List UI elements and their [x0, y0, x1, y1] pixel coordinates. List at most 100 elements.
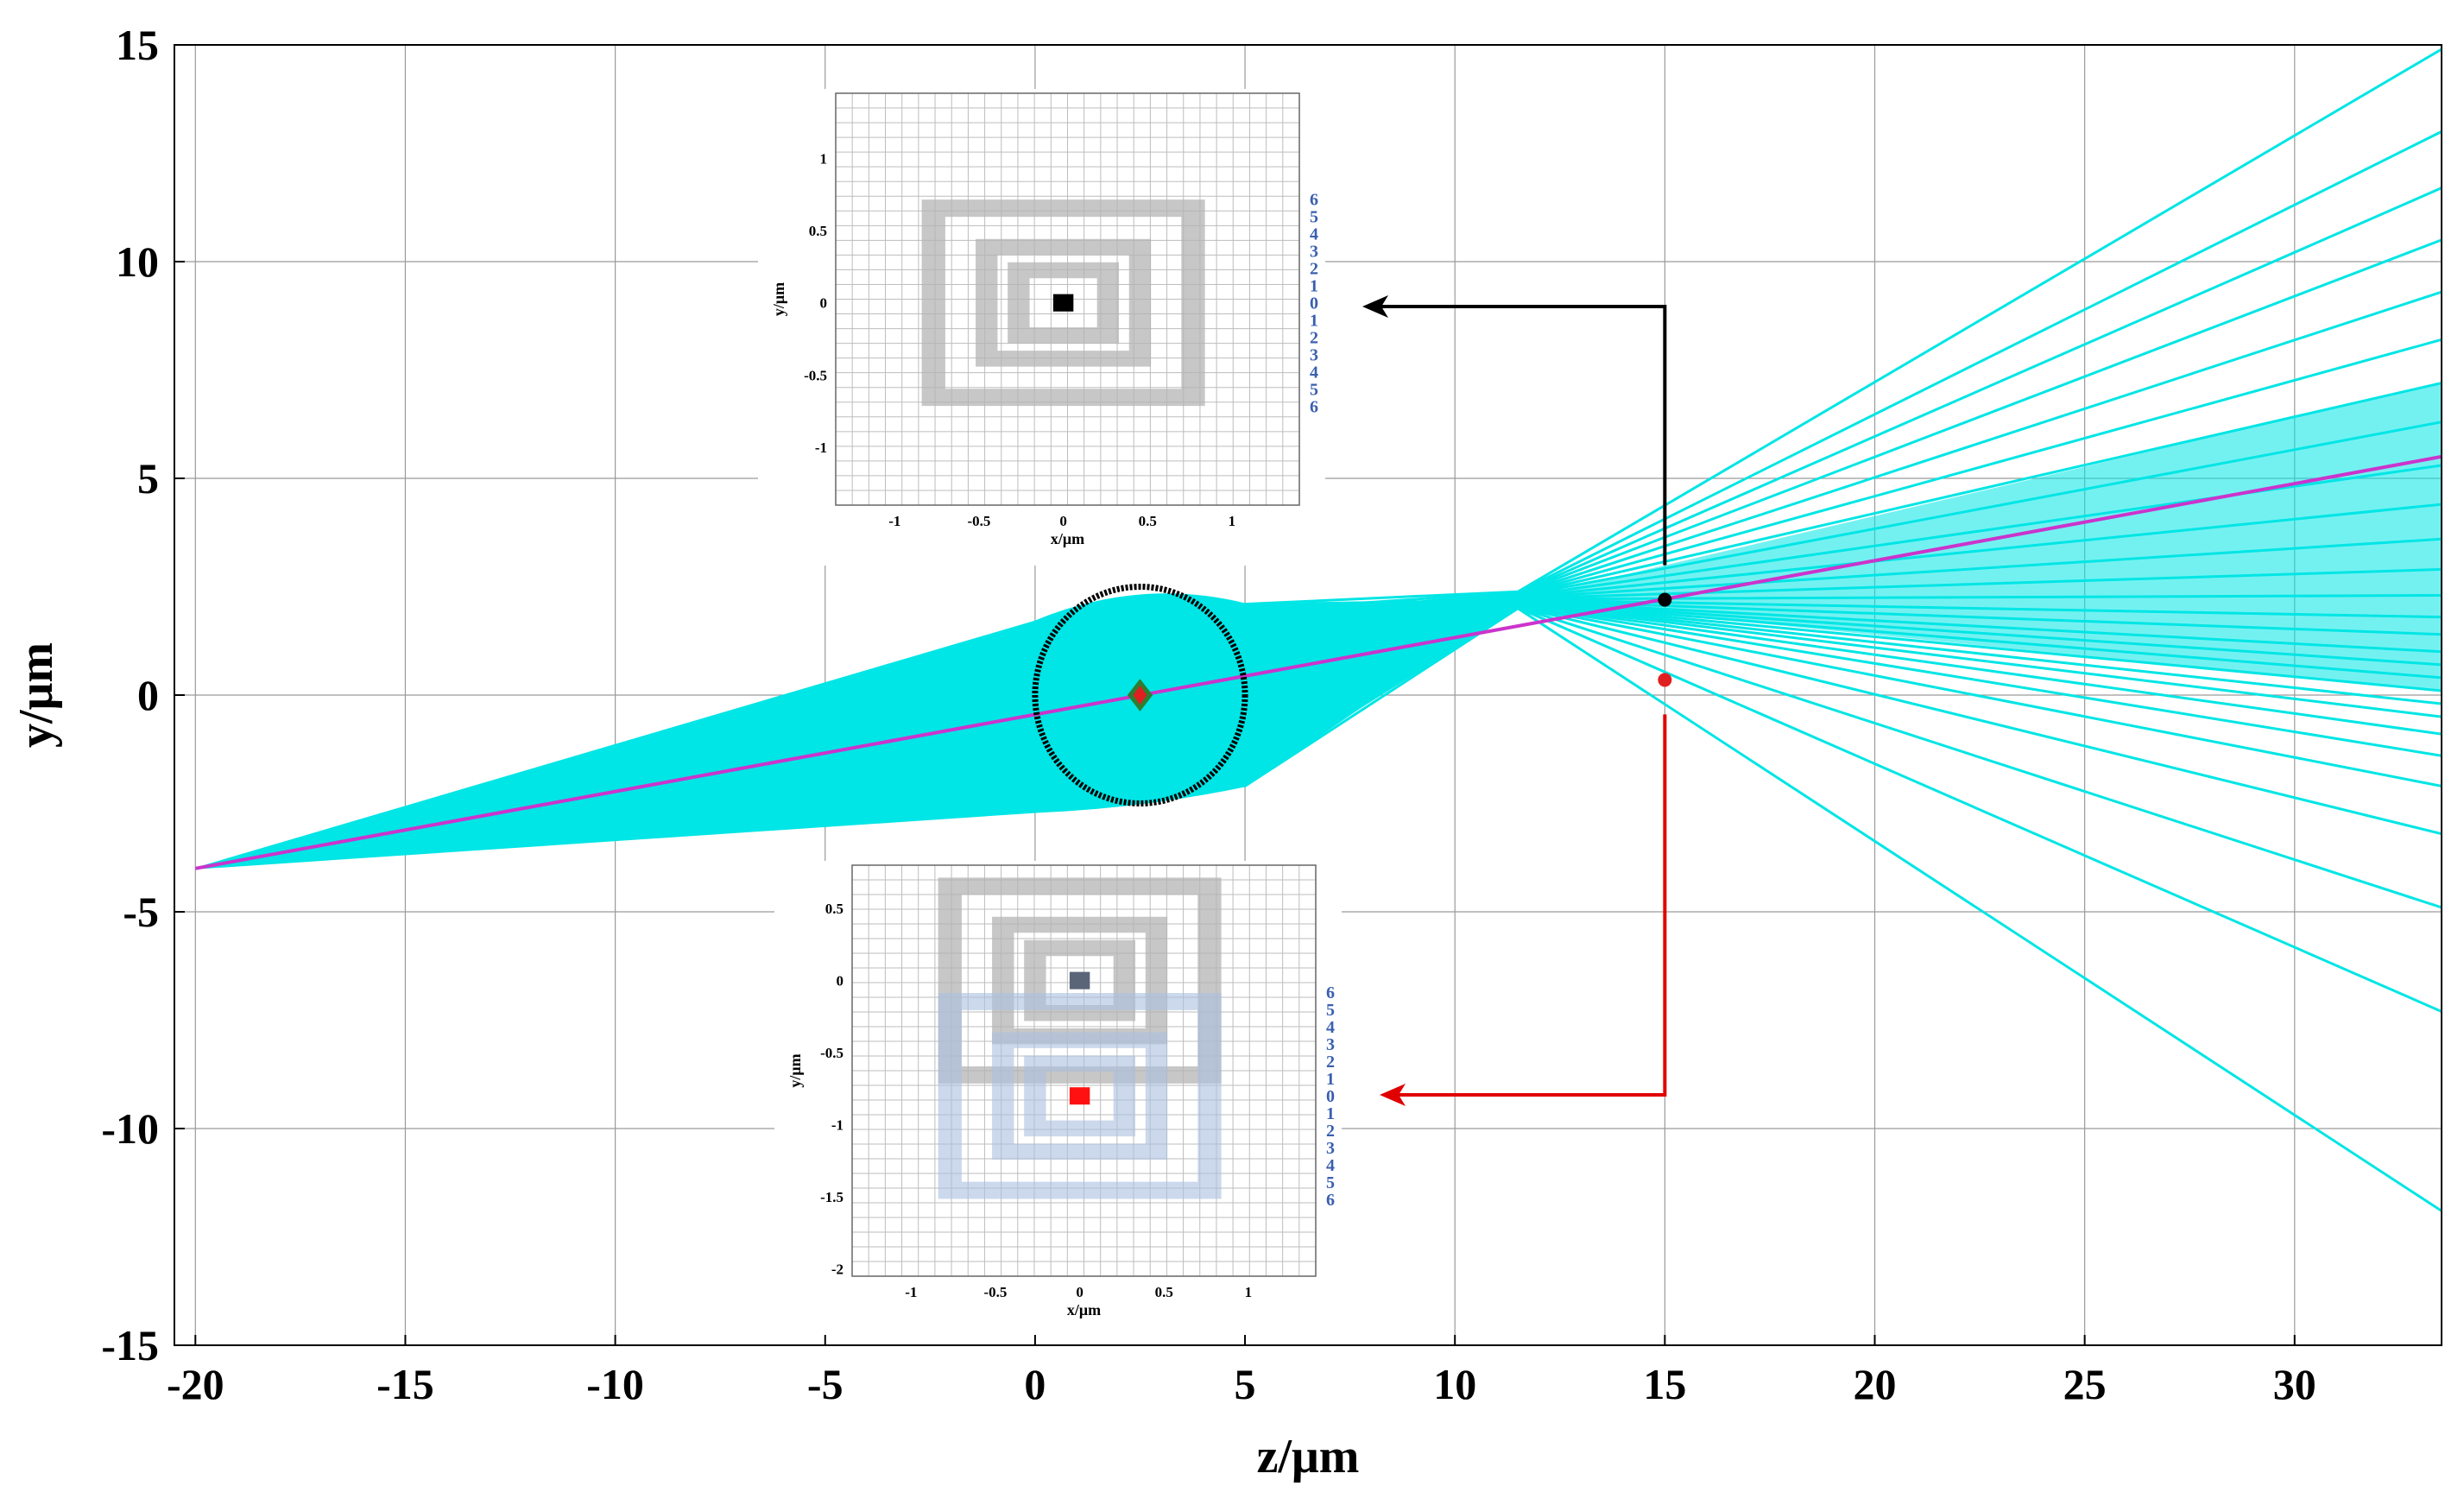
inset-y-tick-label: 0 — [820, 295, 828, 312]
inset-ring — [992, 916, 1168, 1045]
x-tick-label: 30 — [2273, 1360, 2316, 1408]
lower-arrow-line — [1386, 714, 1667, 1097]
x-tick-label: -10 — [586, 1360, 644, 1408]
inset-x-tick-label: -0.5 — [984, 1284, 1008, 1300]
inset-ring-label: 1 — [1326, 1070, 1335, 1089]
x-tick-label: 10 — [1433, 1360, 1476, 1408]
inset-y-tick-label: -0.5 — [804, 367, 827, 383]
x-tick-label: 15 — [1643, 1360, 1686, 1408]
inset-x-label: x/μm — [1067, 1301, 1101, 1318]
y-tick-label: -5 — [123, 888, 159, 936]
inset-ring-label: 4 — [1310, 225, 1318, 244]
insets: -1 -0.5 0 0.5 110.50-0.5-1x/μmy/μm6543210123… — [758, 89, 1667, 1337]
inset-ring-label: 1 — [1310, 312, 1318, 331]
y-tick-label: 15 — [116, 21, 159, 69]
inset-y-tick-label: 0.5 — [825, 901, 843, 917]
y-tick-label: 5 — [137, 454, 159, 503]
ray — [1244, 47, 2442, 606]
inset-ring-label: 1 — [1326, 1104, 1335, 1123]
inset-ring-label: 2 — [1326, 1122, 1335, 1141]
upper-inset: -1 -0.5 0 0.5 110.50-0.5-1x/μmy/μm6543210123… — [758, 89, 1325, 566]
inset-x-label: x/μm — [1051, 530, 1084, 547]
inset-y-tick-label: 0.5 — [809, 223, 827, 239]
inset-center-square — [1052, 294, 1074, 312]
inset-background — [758, 89, 1325, 566]
inset-ring-label: 5 — [1326, 1001, 1335, 1020]
inset-frame — [851, 864, 1317, 1277]
inset-ring-label: 6 — [1326, 983, 1335, 1002]
inset-ring-label: 6 — [1310, 398, 1318, 417]
x-axis-label: z/μm — [1257, 1430, 1360, 1483]
inset-x-tick-label: 0 — [1076, 1284, 1084, 1300]
lower-arrowhead — [1380, 1084, 1406, 1106]
inset-y-tick-label: -1 — [815, 439, 827, 456]
inset-ring-label: 3 — [1326, 1139, 1335, 1158]
inset-ring-label: 4 — [1326, 1018, 1335, 1037]
x-tick-label: -15 — [376, 1360, 434, 1408]
inset-ring-label: 4 — [1326, 1156, 1335, 1175]
inset-ring-label: 3 — [1310, 346, 1318, 365]
inset-shifted-center-square — [1069, 1087, 1090, 1105]
inset-ring-label: 2 — [1310, 329, 1318, 348]
inset-ring-label: 1 — [1310, 277, 1318, 296]
inset-frame — [835, 92, 1300, 506]
inset-ring — [1024, 939, 1136, 1021]
inset-y-tick-label: -2 — [831, 1262, 843, 1278]
inset-ring-label: 2 — [1326, 1053, 1335, 1072]
sphere-outline — [1032, 584, 1248, 806]
y-tick-label: -10 — [101, 1104, 159, 1153]
y-tick-label: 0 — [137, 671, 159, 719]
inset-ring-label: 0 — [1326, 1087, 1335, 1106]
inset-x-tick-label: -1 — [905, 1284, 917, 1300]
chief-ray — [194, 454, 2442, 870]
inset-ring — [976, 238, 1152, 367]
x-tick-label: 20 — [1854, 1360, 1897, 1408]
inset-y-tick-label: -1.5 — [820, 1189, 843, 1205]
x-tick-label: 25 — [2063, 1360, 2107, 1408]
y-axis-label: y/μm — [9, 642, 63, 748]
inset-ring-label: 6 — [1310, 191, 1318, 210]
inset-y-label: y/μm — [787, 1053, 804, 1087]
main-plot-content — [194, 47, 2442, 1212]
upper-image-point — [1658, 592, 1672, 607]
inset-ring-label: 5 — [1326, 1173, 1335, 1192]
inset-center-square — [1069, 971, 1090, 990]
inset-y-tick-label: -1 — [831, 1117, 843, 1134]
y-tick-label: -15 — [101, 1321, 159, 1369]
inset-ring-label: 3 — [1326, 1035, 1335, 1054]
upper-arrowhead — [1362, 295, 1388, 318]
x-tick-label: -20 — [167, 1360, 224, 1408]
y-tick-label: 10 — [116, 237, 159, 286]
inset-x-tick-label: 0.5 — [1155, 1284, 1173, 1300]
x-tick-label: 0 — [1024, 1360, 1046, 1408]
inset-y-tick-label: -0.5 — [820, 1045, 843, 1061]
inset-x-tick-label: 0.5 — [1139, 513, 1157, 529]
inset-x-tick-label: 1 — [1245, 1284, 1253, 1300]
inset-ring-label: 5 — [1310, 381, 1318, 400]
inset-x-tick-label: 0 — [1059, 513, 1067, 529]
inset-ring-label: 5 — [1310, 208, 1318, 227]
upper-arrow-line — [1368, 305, 1667, 566]
inset-ring-label: 6 — [1326, 1191, 1335, 1210]
inset-ring-label: 0 — [1310, 294, 1318, 313]
lower-image-point — [1658, 673, 1672, 687]
inset-ring-label: 2 — [1310, 260, 1318, 279]
inset-ring-label: 3 — [1310, 243, 1318, 262]
inset-ring — [1008, 262, 1120, 344]
x-tick-label: 5 — [1235, 1360, 1256, 1408]
inset-x-tick-label: -0.5 — [968, 513, 991, 529]
ray-fan-dense-region — [1518, 383, 2442, 691]
inset-ring-shifted — [1024, 1055, 1136, 1137]
inset-x-tick-label: 1 — [1229, 513, 1236, 529]
focus-marker — [1133, 686, 1147, 705]
inset-ring-label: 4 — [1310, 364, 1318, 383]
inset-x-tick-label: -1 — [888, 513, 900, 529]
inset-y-tick-label: 1 — [820, 150, 828, 167]
lower-inset: -1 -0.5 0 0.5 10.50-0.5-1-1.5-2x/μmy/μm65432… — [774, 861, 1342, 1337]
inset-y-tick-label: 0 — [837, 973, 844, 990]
x-tick-label: -5 — [807, 1360, 843, 1408]
inset-y-label: y/μm — [770, 282, 787, 316]
inset-ring-shifted — [992, 1032, 1168, 1160]
